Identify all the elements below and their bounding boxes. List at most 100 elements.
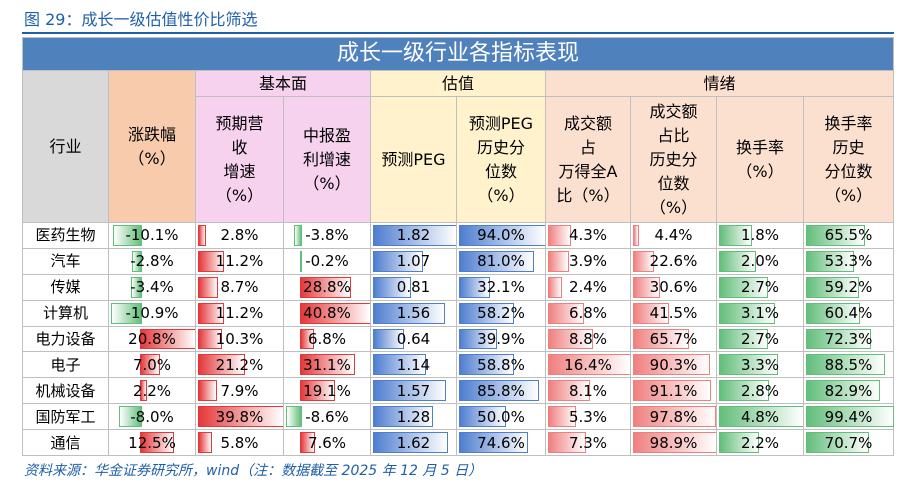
row-label-text: 电子	[50, 355, 81, 374]
cell-value: 2.8%	[740, 381, 780, 400]
cell-value: 65.5%	[824, 226, 873, 245]
data-bar	[459, 276, 491, 298]
column-header: 预期营 收 增速 （%）	[195, 96, 284, 223]
cell-value: 50.0%	[477, 407, 525, 426]
data-cell: 2.2%	[716, 429, 804, 456]
data-cell: 5.8%	[195, 429, 284, 456]
data-cell: 2.4%	[545, 273, 631, 301]
data-cell: 1.82	[370, 222, 457, 249]
data-cell: 39.8%	[195, 403, 284, 431]
cell-value: 0.64	[396, 329, 431, 348]
data-bar	[806, 328, 871, 350]
cell-value: 1.07	[396, 252, 431, 271]
data-cell: 1.8%	[716, 222, 804, 249]
data-bar	[118, 406, 142, 428]
column-header-text: 换手率 历史 分位数 （%）	[824, 113, 873, 205]
data-cell: 28.8%	[283, 273, 371, 301]
data-bar	[294, 225, 303, 246]
data-bar	[300, 328, 314, 350]
cell-value: 1.57	[396, 381, 431, 400]
row-label: 计算机	[22, 299, 109, 327]
data-cell: 2.0%	[716, 247, 804, 275]
column-header-text: 预期营 收 增速 （%）	[215, 113, 264, 205]
data-bar	[633, 328, 690, 350]
data-cell: 1.14	[370, 351, 457, 379]
cell-value: 11.2%	[215, 304, 264, 323]
data-cell: 82.9%	[803, 377, 894, 405]
data-bar	[198, 302, 224, 324]
row-label-text: 通信	[50, 433, 81, 452]
data-cell: 10.3%	[195, 325, 284, 353]
data-bar	[719, 328, 768, 350]
cell-value: 39.8%	[215, 407, 264, 426]
cell-value: 2.2%	[132, 381, 172, 400]
cell-value: 4.8%	[740, 407, 780, 426]
data-cell: 58.8%	[456, 351, 546, 379]
data-bar	[139, 432, 175, 453]
cell-value: 81.0%	[477, 252, 525, 271]
cell-value: 4.4%	[654, 226, 693, 245]
data-bar	[198, 432, 213, 453]
cell-value: 0.81	[396, 278, 431, 297]
table-title: 成长一级行业各指标表现	[22, 37, 894, 71]
data-cell: 11.2%	[195, 299, 284, 327]
data-cell: 97.8%	[630, 403, 717, 431]
data-cell: 3.9%	[545, 247, 631, 275]
cell-value: 8.7%	[220, 278, 259, 297]
cell-value: -3.4%	[130, 278, 174, 297]
cell-value: 91.1%	[649, 381, 698, 400]
cell-value: -8.6%	[305, 407, 349, 426]
data-bar	[459, 380, 539, 402]
cell-value: 1.62	[396, 433, 431, 452]
data-bar	[719, 380, 770, 402]
data-cell: 88.5%	[803, 351, 894, 379]
data-bar	[806, 276, 860, 298]
cell-value: 65.7%	[649, 329, 698, 348]
data-bar	[198, 225, 206, 246]
data-bar	[113, 225, 142, 246]
data-cell: 53.3%	[803, 247, 894, 275]
data-bar	[633, 225, 639, 246]
data-cell: -10.9%	[108, 299, 196, 327]
cell-value: 32.1%	[477, 278, 525, 297]
data-bar	[548, 225, 572, 246]
data-bar	[548, 276, 562, 298]
cell-value: 7.9%	[220, 381, 259, 400]
cell-value: 85.8%	[477, 381, 525, 400]
cell-value: 88.5%	[824, 355, 873, 374]
data-cell: -10.1%	[108, 222, 196, 249]
data-cell: 21.2%	[195, 351, 284, 379]
data-bar	[459, 432, 529, 453]
data-cell: 6.8%	[283, 325, 371, 353]
data-bar	[633, 406, 717, 428]
cell-value: 2.2%	[740, 433, 780, 452]
data-cell: 16.4%	[545, 351, 631, 379]
group-header-text: 基本面	[258, 73, 307, 93]
column-header-text: 成交额 占 万得全A 比（%）	[556, 113, 620, 205]
row-label: 国防军工	[22, 403, 109, 431]
cell-value: 8.1%	[568, 381, 608, 400]
data-bar	[373, 328, 404, 350]
data-bar	[806, 225, 865, 246]
data-cell: 30.6%	[630, 273, 717, 301]
data-cell: 91.1%	[630, 377, 717, 405]
data-cell: 60.4%	[803, 299, 894, 327]
cell-value: 11.2%	[215, 252, 264, 271]
group-header-text: 估值	[441, 73, 474, 93]
column-header: 换手率 （%）	[716, 96, 804, 223]
data-bar	[459, 302, 514, 324]
cell-value: 1.28	[396, 407, 431, 426]
column-header-text: 涨跌幅 （%）	[127, 124, 176, 168]
cell-value: 5.8%	[220, 433, 259, 452]
data-cell: 50.0%	[456, 403, 546, 431]
data-bar	[633, 302, 670, 324]
cell-value: 3.3%	[740, 355, 780, 374]
data-bar	[806, 354, 885, 376]
cell-value: 1.14	[396, 355, 431, 374]
data-cell: 1.07	[370, 247, 457, 275]
data-bar	[548, 380, 590, 402]
data-bar	[373, 380, 446, 402]
cell-value: 90.3%	[649, 355, 698, 374]
cell-value: 19.1%	[303, 381, 351, 400]
